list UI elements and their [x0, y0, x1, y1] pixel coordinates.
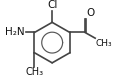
- Text: H₂N: H₂N: [5, 27, 25, 38]
- Text: O: O: [86, 8, 94, 18]
- Text: Cl: Cl: [47, 0, 57, 10]
- Text: CH₃: CH₃: [96, 39, 112, 48]
- Text: CH₃: CH₃: [25, 67, 44, 77]
